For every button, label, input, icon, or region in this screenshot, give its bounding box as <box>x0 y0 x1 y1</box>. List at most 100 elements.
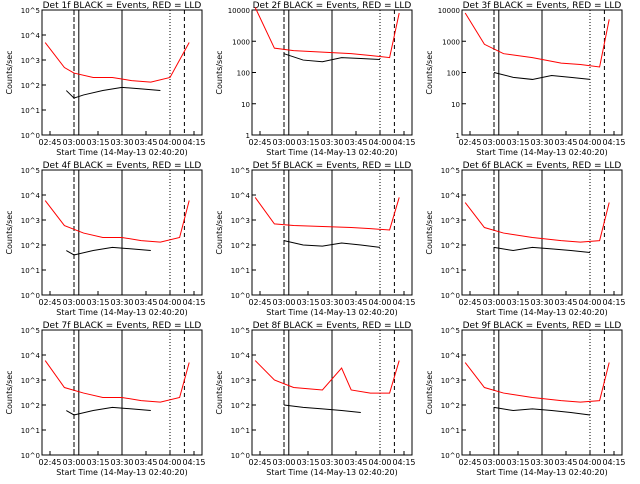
x-tick-label: 03:00 <box>62 298 85 307</box>
x-tick-label: 03:45 <box>344 298 367 307</box>
y-tick-label: 10000 <box>228 7 250 15</box>
y-axis-label: Counts/sec <box>425 210 434 254</box>
series-events-line <box>283 404 361 414</box>
x-tick-label: 02:45 <box>38 138 61 147</box>
chart-title: Det 8f BLACK = Events, RED = LLD <box>253 321 412 331</box>
x-tick-label: 03:45 <box>134 458 157 467</box>
chart-title: Det 7f BLACK = Events, RED = LLD <box>43 321 202 331</box>
x-axis-label: Start Time (14-May-13 02:40:20) <box>56 308 187 317</box>
y-axis-label: Counts/sec <box>215 210 224 254</box>
x-tick-label: 03:30 <box>110 458 133 467</box>
x-axis-label: Start Time (14-May-13 02:40:20) <box>266 308 397 317</box>
y-tick-label: 10^4 <box>231 352 251 360</box>
y-tick-label: 10^1 <box>21 427 40 435</box>
chart-title: Det 9f BLACK = Events, RED = LLD <box>463 321 622 331</box>
chart-title: Det 1f BLACK = Events, RED = LLD <box>43 1 202 11</box>
y-tick-label: 10^2 <box>231 402 250 410</box>
y-tick-label: 10000 <box>438 7 460 15</box>
x-tick-label: 04:15 <box>602 458 625 467</box>
series-lld-line <box>254 360 400 394</box>
y-tick-label: 1 <box>246 132 250 140</box>
y-tick-label: 10^4 <box>21 32 41 40</box>
y-tick-label: 10^2 <box>21 402 40 410</box>
series-events-line <box>66 246 151 256</box>
y-tick-label: 10^1 <box>231 267 250 275</box>
y-tick-label: 10^5 <box>441 327 460 335</box>
x-tick-label: 03:30 <box>320 298 343 307</box>
x-tick-label: 03:15 <box>296 138 319 147</box>
y-tick-label: 10^2 <box>441 242 460 250</box>
x-tick-label: 04:00 <box>158 138 181 147</box>
x-tick-label: 03:00 <box>272 138 295 147</box>
x-tick-label: 03:00 <box>62 458 85 467</box>
x-tick-label: 03:45 <box>554 298 577 307</box>
x-tick-label: 04:15 <box>182 458 205 467</box>
x-tick-label: 03:30 <box>320 138 343 147</box>
y-axis-label: Counts/sec <box>215 370 224 414</box>
y-tick-label: 10^3 <box>441 217 460 225</box>
y-tick-label: 10^3 <box>441 377 460 385</box>
y-tick-label: 10^0 <box>21 452 40 460</box>
y-axis-label: Counts/sec <box>425 370 434 414</box>
series-events-line <box>65 86 161 99</box>
y-tick-label: 10^2 <box>441 402 460 410</box>
x-axis-label: Start Time (14-May-13 02:40:20) <box>56 148 187 157</box>
x-tick-label: 04:00 <box>158 458 181 467</box>
series-events-line <box>493 406 591 416</box>
y-tick-label: 10^3 <box>231 377 250 385</box>
x-tick-label: 02:45 <box>458 458 481 467</box>
y-tick-label: 10^0 <box>21 292 40 300</box>
x-axis-label: Start Time (14-May-13 02:40:20) <box>476 308 607 317</box>
x-tick-label: 03:30 <box>320 458 343 467</box>
x-axis-label: Start Time (14-May-13 02:40:20) <box>266 468 397 477</box>
series-lld-line <box>464 12 610 68</box>
x-tick-label: 03:15 <box>506 138 529 147</box>
y-tick-label: 1000 <box>232 38 250 46</box>
series-lld-line <box>44 360 190 403</box>
y-tick-label: 10^5 <box>441 167 460 175</box>
x-tick-label: 03:15 <box>86 138 109 147</box>
x-tick-label: 03:45 <box>134 138 157 147</box>
y-tick-label: 10^3 <box>21 217 40 225</box>
x-tick-label: 03:00 <box>482 458 505 467</box>
y-tick-label: 10^5 <box>231 167 250 175</box>
series-events-line <box>283 53 381 63</box>
x-tick-label: 04:00 <box>578 138 601 147</box>
x-tick-label: 04:00 <box>368 298 391 307</box>
y-tick-label: 10^4 <box>21 192 41 200</box>
series-lld-line <box>254 7 400 59</box>
series-lld-line <box>44 200 190 243</box>
y-tick-label: 10^2 <box>21 242 40 250</box>
y-tick-label: 10 <box>241 101 250 109</box>
y-tick-label: 10^4 <box>21 352 41 360</box>
y-tick-label: 10^2 <box>231 242 250 250</box>
x-tick-label: 02:45 <box>248 298 271 307</box>
y-tick-label: 10^4 <box>441 192 461 200</box>
x-tick-label: 02:45 <box>458 138 481 147</box>
y-tick-label: 10^0 <box>441 292 460 300</box>
x-tick-label: 02:45 <box>248 138 271 147</box>
series-events-line <box>66 406 151 416</box>
x-tick-label: 03:15 <box>86 458 109 467</box>
x-tick-label: 03:30 <box>110 138 133 147</box>
y-tick-label: 10 <box>451 101 460 109</box>
y-tick-label: 10^3 <box>231 217 250 225</box>
x-tick-label: 04:15 <box>602 138 625 147</box>
x-tick-label: 02:45 <box>38 298 61 307</box>
y-tick-label: 10^5 <box>21 7 40 15</box>
y-tick-label: 10^4 <box>441 352 461 360</box>
x-tick-label: 03:15 <box>506 298 529 307</box>
x-tick-label: 03:45 <box>344 458 367 467</box>
x-tick-label: 03:15 <box>506 458 529 467</box>
y-tick-label: 10^5 <box>231 327 250 335</box>
series-events-line <box>493 246 591 254</box>
y-tick-label: 10^2 <box>21 82 40 90</box>
x-axis-label: Start Time (14-May-13 02:40:20) <box>476 468 607 477</box>
